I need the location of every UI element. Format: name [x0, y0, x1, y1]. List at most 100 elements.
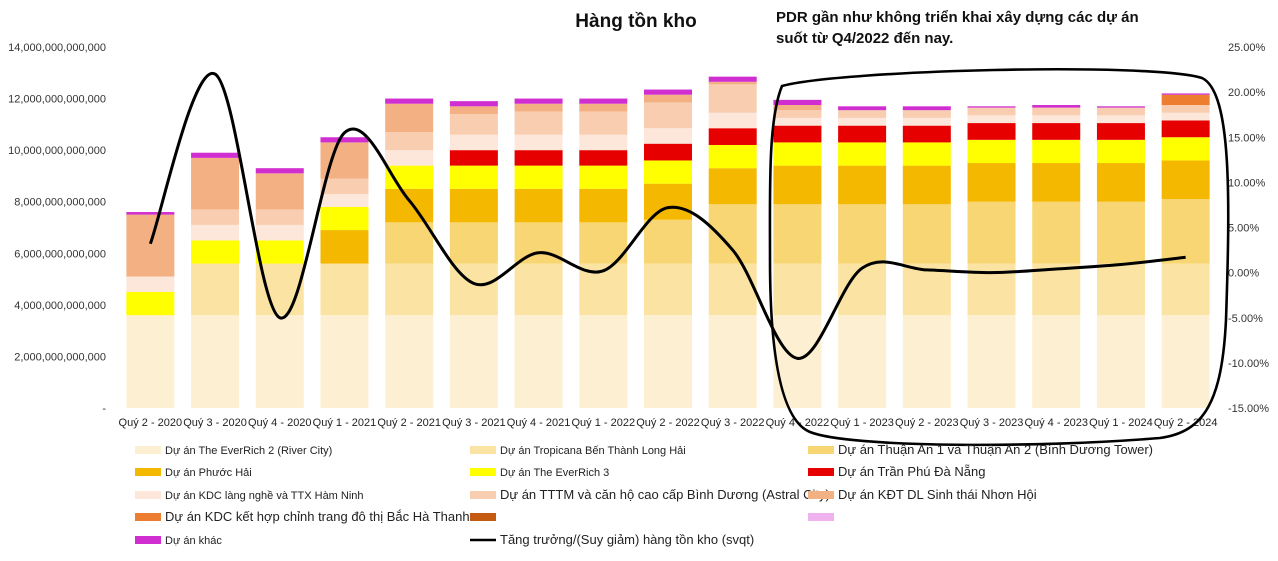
- x-tick-label: Quý 3 - 2021: [442, 417, 506, 429]
- bar-segment: [255, 209, 304, 225]
- bar-segment: [838, 165, 887, 205]
- highlight-ellipse: [768, 67, 1230, 447]
- growth-line-path: [148, 72, 1186, 360]
- bar-segment: [1096, 263, 1145, 316]
- legend-swatch: [135, 536, 161, 544]
- legend-label: Dự án TTTM và căn hộ cao cấp Bình Dương …: [500, 487, 830, 502]
- bar-segment: [967, 106, 1016, 108]
- y-right-tick-label: 15.00%: [1228, 132, 1266, 144]
- bar-segment: [449, 101, 498, 107]
- bar-segment: [191, 315, 240, 408]
- bar-segment: [1096, 201, 1145, 264]
- bar-segment: [255, 168, 304, 174]
- x-tick-label: Quý 2 - 2023: [895, 417, 959, 429]
- x-tick-label: Quý 1 - 2023: [830, 417, 894, 429]
- bar-segment: [773, 125, 822, 143]
- legend-label: Dự án Tropicana Bến Thành Long Hải: [500, 445, 686, 457]
- bar-segment: [644, 94, 692, 103]
- y-left-tick-label: 2,000,000,000,000: [14, 351, 106, 363]
- x-tick-label: Quý 4 - 2020: [248, 417, 312, 429]
- x-tick-label: Quý 4 - 2023: [1024, 417, 1088, 429]
- bar-segment: [191, 224, 240, 241]
- bar-segment: [1096, 107, 1145, 116]
- bar-segment: [385, 222, 434, 264]
- bar-segment: [708, 112, 757, 129]
- bar-segment: [126, 214, 175, 277]
- bar-segment: [708, 84, 757, 113]
- bar-segment: [1032, 123, 1081, 140]
- x-tick-label: Quý 1 - 2021: [313, 417, 377, 429]
- y-right-tick-label: 25.00%: [1228, 42, 1266, 54]
- annotation-line-1: PDR gần như không triển khai xây dựng cá…: [776, 9, 1139, 26]
- y-left-tick-label: 14,000,000,000,000: [8, 42, 106, 54]
- bar-segment: [514, 134, 563, 151]
- bar-segment: [449, 114, 498, 135]
- chart-title: Hàng tồn kho: [575, 11, 696, 32]
- bar-segment: [902, 142, 951, 166]
- bar-segment: [1161, 120, 1210, 138]
- bar-segment: [773, 315, 822, 408]
- bar-segment: [773, 165, 822, 205]
- x-tick-label: Quý 2 - 2024: [1154, 417, 1218, 429]
- legend: Dự án The EverRich 2 (River City) Dự án T…: [135, 442, 1153, 547]
- bar-segment: [449, 165, 498, 189]
- bar-segment: [449, 150, 498, 166]
- bar-segment: [902, 106, 951, 111]
- bar-segment: [1096, 139, 1145, 164]
- x-tick-label: Quý 2 - 2020: [119, 417, 183, 429]
- bar-segment: [449, 315, 498, 408]
- bar-segment: [902, 263, 951, 316]
- bar-segment: [385, 103, 434, 133]
- growth-line: [148, 72, 1186, 360]
- bar-segment: [838, 142, 887, 166]
- bar-segment: [1032, 139, 1081, 164]
- bar-segment: [838, 125, 887, 143]
- bar-segment: [967, 107, 1016, 116]
- bar-segment: [191, 240, 240, 264]
- bar-segment: [838, 315, 887, 408]
- y-right-tick-label: -5.00%: [1228, 313, 1263, 325]
- bar-segment: [385, 132, 434, 151]
- bar-segment: [1032, 201, 1081, 264]
- bar-segment: [320, 178, 369, 194]
- bar-segment: [967, 115, 1016, 124]
- bar-segment: [579, 188, 628, 223]
- bar-segment: [1096, 115, 1145, 124]
- legend-label: Dự án KDC kết hợp chỉnh trang đô thị Bắc…: [165, 509, 470, 524]
- bar-segment: [1032, 315, 1081, 408]
- bar-segment: [191, 157, 240, 210]
- bar-segment: [1096, 123, 1145, 140]
- bar-segment: [385, 150, 434, 166]
- bar-segment: [579, 134, 628, 151]
- bar-segment: [320, 193, 369, 207]
- y-right-tick-label: 20.00%: [1228, 87, 1266, 99]
- bar-segment: [255, 315, 304, 408]
- bar-segment: [902, 165, 951, 205]
- y-right-tick-label: -15.00%: [1228, 403, 1269, 415]
- y-left-tick-label: -: [102, 403, 106, 415]
- bar-segment: [902, 204, 951, 264]
- bar-segment: [644, 263, 692, 316]
- legend-swatch: [470, 513, 496, 521]
- y-right-tick-label: 0.00%: [1228, 268, 1259, 280]
- legend-swatch: [808, 513, 834, 521]
- x-axis: Quý 2 - 2020 Quý 3 - 2020 Quý 4 - 2020 Quý …: [119, 417, 1218, 429]
- bar-segment: [644, 160, 692, 184]
- x-tick-label: Quý 3 - 2020: [183, 417, 247, 429]
- bar-segment: [1161, 94, 1210, 106]
- bar-segment: [191, 152, 240, 158]
- bar-segment: [1096, 315, 1145, 408]
- x-tick-label: Quý 3 - 2023: [960, 417, 1024, 429]
- bar-segment: [902, 315, 951, 408]
- bar-segment: [514, 165, 563, 189]
- bar-segment: [1032, 107, 1081, 116]
- bar-segment: [838, 117, 887, 126]
- bar-segment: [644, 89, 692, 95]
- bar-segment: [1032, 105, 1081, 108]
- legend-swatch: [808, 446, 834, 454]
- bar-segment: [1032, 163, 1081, 202]
- legend-swatch: [808, 468, 834, 476]
- y-axis-right: -15.00% -10.00% -5.00% 0.00% 5.00% 10.00% 15.0…: [1228, 42, 1269, 415]
- y-left-tick-label: 12,000,000,000,000: [8, 94, 106, 106]
- bar-segment: [449, 134, 498, 151]
